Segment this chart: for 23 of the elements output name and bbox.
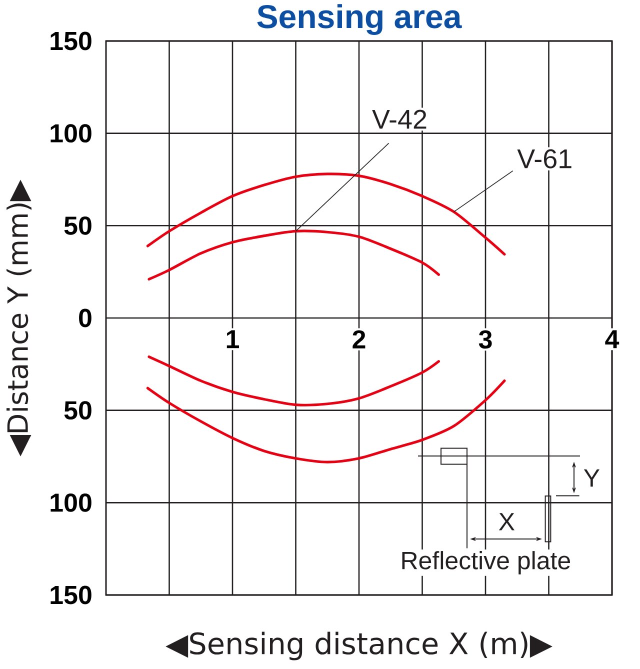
annotation: Reflective plate	[402, 551, 570, 574]
x-tick-label: 2	[352, 330, 366, 348]
x-tick-label: 1	[226, 330, 240, 348]
line-series	[148, 355, 440, 406]
x-axis-title: ◀Sensing distance X (m)▶	[166, 632, 552, 660]
y-tick-label: 100	[50, 124, 92, 143]
y-tick-label: 150	[50, 32, 92, 50]
annotation: X	[498, 513, 515, 530]
y-tick-label: 50	[64, 216, 92, 235]
x-tick-label: 3	[478, 330, 492, 349]
y-tick-label: 150	[50, 586, 92, 604]
y-tick-label: 0	[79, 308, 92, 328]
text: V-61	[517, 149, 572, 168]
chart-title: Sensing area	[257, 4, 462, 35]
x-tick-label: 4	[605, 330, 620, 348]
y-tick-label: 100	[50, 493, 92, 512]
y-axis-title: ◀Distance Y (mm)▶	[6, 180, 32, 456]
annotation: Y	[584, 469, 600, 487]
line-series	[148, 230, 440, 281]
line-series	[146, 172, 506, 256]
text: V-42	[372, 110, 426, 129]
line-series	[146, 379, 506, 464]
y-tick-label: 50	[64, 401, 92, 420]
